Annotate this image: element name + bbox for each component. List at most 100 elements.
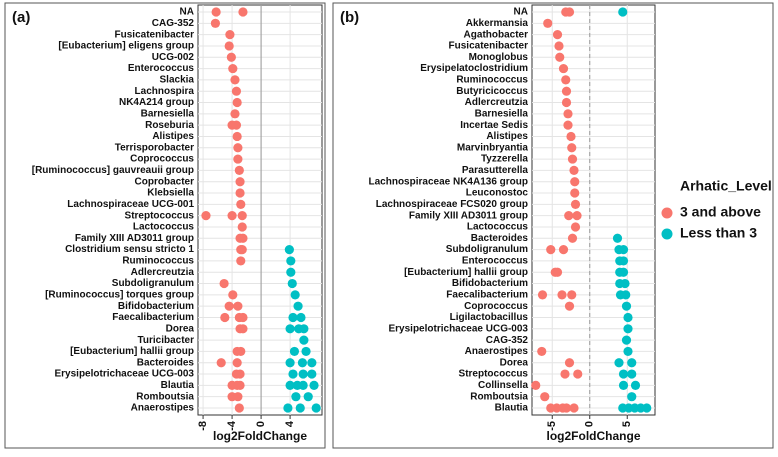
dot: [232, 97, 242, 108]
dot: [554, 41, 564, 51]
dot: [283, 403, 293, 413]
dot: [570, 199, 581, 209]
dot: [296, 312, 306, 323]
dot: [618, 267, 629, 277]
y-tick-label: UCG-002: [152, 52, 195, 63]
y-tick-label: Streptococcus: [125, 210, 195, 221]
dot: [614, 358, 624, 368]
x-tick-label: 4: [284, 420, 296, 427]
dot: [236, 346, 246, 357]
y-tick-label: [Eubacterium] eligens group: [58, 41, 194, 52]
dot: [288, 369, 298, 379]
dot: [552, 267, 563, 277]
dot: [623, 312, 633, 323]
dot: [233, 154, 243, 164]
dot: [537, 290, 548, 300]
dot: [228, 290, 238, 300]
legend-marker: [661, 228, 673, 240]
dot: [224, 301, 234, 311]
dot: [238, 233, 248, 243]
y-tick-label: Adlercreutzia: [465, 97, 529, 108]
y-tick-label: Bifidobacterium: [118, 301, 194, 312]
y-tick-label: Leuconostoc: [466, 188, 529, 199]
y-tick-label: Bacteroides: [137, 357, 195, 368]
dot: [232, 358, 242, 368]
y-tick-label: CAG-352: [152, 18, 195, 29]
dot: [567, 154, 578, 164]
y-tick-label: Anaerostipes: [131, 403, 195, 414]
y-tick-label: Fusicatenibacter: [115, 29, 195, 40]
dot: [621, 301, 632, 311]
y-tick-label: [Eubacterium] hallii group: [404, 267, 528, 278]
y-tick-label: Lachnospira: [135, 86, 195, 97]
dot: [567, 143, 577, 153]
y-tick-label: Subdoligranulum: [446, 244, 528, 255]
dot: [231, 86, 242, 96]
y-tick-label: Family XIII AD3011 group: [409, 210, 528, 221]
x-tick-label: 0: [584, 421, 596, 427]
dot: [309, 380, 319, 390]
y-tick-label: Monoglobus: [469, 52, 529, 63]
y-tick-label: Roseburia: [145, 120, 194, 131]
dot: [238, 7, 248, 17]
dot: [285, 324, 295, 334]
dot: [569, 165, 579, 175]
y-tick-label: Incertae Sedis: [460, 120, 528, 131]
y-tick-label: Subdoligranulum: [112, 278, 194, 289]
dot: [293, 301, 303, 311]
dot: [543, 18, 553, 28]
dot: [234, 165, 244, 175]
x-axis-label: log2FoldChange: [213, 429, 307, 443]
dot: [630, 380, 641, 390]
y-tick-label: Blautia: [161, 380, 195, 391]
dot: [235, 188, 245, 198]
dot: [618, 7, 628, 17]
y-tick-label: Alistipes: [486, 131, 528, 142]
dot: [621, 290, 631, 300]
dot: [570, 188, 580, 198]
dot: [288, 312, 298, 323]
dot: [564, 358, 575, 368]
dot: [642, 403, 652, 413]
y-tick-label: Coprococcus: [464, 301, 528, 312]
y-tick-label: Dorea: [500, 357, 529, 368]
dot: [564, 301, 575, 311]
y-tick-label: Clostridium sensu stricto 1: [65, 244, 194, 255]
y-tick-label: Lachnospiraceae FCS020 group: [376, 199, 528, 210]
y-tick-label: Alistipes: [152, 131, 194, 142]
y-tick-label: Streptococcus: [459, 369, 529, 380]
dot: [552, 30, 563, 40]
dot: [303, 392, 313, 402]
y-tick-label: Parasutterella: [462, 165, 529, 176]
dot: [307, 358, 317, 368]
y-tick-label: Barnesiella: [475, 108, 529, 119]
dot: [618, 369, 629, 379]
y-tick-label: Bacteroides: [471, 233, 529, 244]
dot: [286, 267, 296, 277]
dot: [290, 290, 300, 300]
legend-title: Arhatic_Level: [680, 178, 772, 194]
dot: [228, 63, 238, 74]
dot: [307, 369, 317, 379]
dot: [621, 335, 632, 345]
y-tick-label: Erysipelotrichaceae UCG-003: [54, 369, 194, 380]
y-tick-label: Marvinbryantia: [457, 142, 529, 153]
dot: [563, 109, 573, 119]
panel-label: (b): [340, 9, 359, 26]
y-tick-label: Barnesiella: [141, 108, 195, 119]
dot: [564, 211, 574, 221]
dot: [232, 131, 242, 142]
y-tick-label: Coprococcus: [130, 154, 194, 165]
dot: [201, 211, 211, 221]
y-tick-label: Slackia: [160, 75, 195, 86]
dot: [558, 63, 569, 74]
y-tick-label: Butyricicoccus: [456, 86, 528, 97]
panel-label: (a): [12, 9, 30, 26]
y-tick-label: Terrisporobacter: [115, 142, 194, 153]
dot: [233, 392, 243, 402]
dot: [563, 120, 573, 130]
dot: [561, 75, 571, 85]
x-tick-label: -5: [546, 421, 558, 431]
y-tick-label: Adlercreutzia: [131, 267, 195, 278]
